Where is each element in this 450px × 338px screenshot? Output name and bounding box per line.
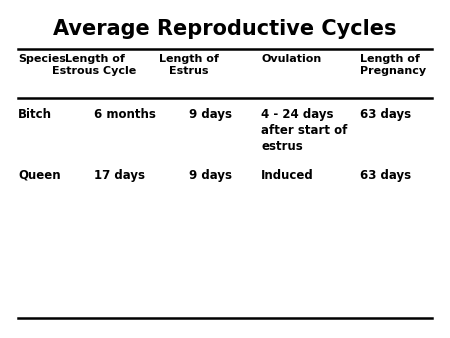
- Text: Average Reproductive Cycles: Average Reproductive Cycles: [53, 19, 397, 39]
- Text: Length of
Estrus: Length of Estrus: [159, 54, 219, 76]
- Text: Bitch: Bitch: [18, 108, 52, 121]
- Text: Queen: Queen: [18, 169, 61, 182]
- Text: 63 days: 63 days: [360, 108, 411, 121]
- Text: Length of
Pregnancy: Length of Pregnancy: [360, 54, 426, 76]
- Text: Species: Species: [18, 54, 66, 64]
- Text: 63 days: 63 days: [360, 169, 411, 182]
- Text: 6 months: 6 months: [94, 108, 157, 121]
- Text: Length of
Estrous Cycle: Length of Estrous Cycle: [52, 54, 137, 76]
- Text: 17 days: 17 days: [94, 169, 145, 182]
- Text: Induced: Induced: [261, 169, 314, 182]
- Text: Ovulation: Ovulation: [261, 54, 321, 64]
- Text: 4 - 24 days
after start of
estrus: 4 - 24 days after start of estrus: [261, 108, 347, 153]
- Text: 9 days: 9 days: [189, 169, 232, 182]
- Text: 9 days: 9 days: [189, 108, 232, 121]
